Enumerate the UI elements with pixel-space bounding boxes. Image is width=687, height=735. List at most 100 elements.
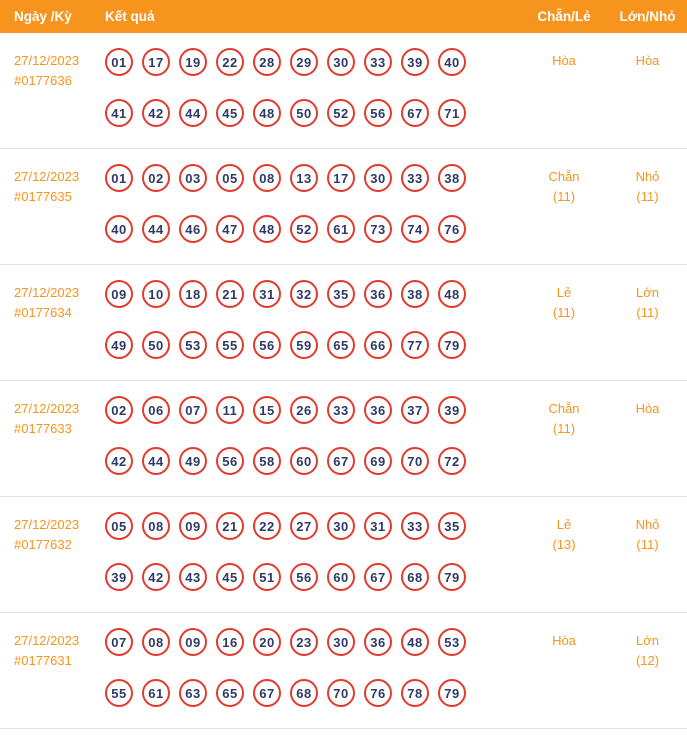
draw-date: 27/12/2023 [14,53,80,68]
evenodd-count: (11) [552,305,576,320]
number-ball: 36 [364,628,392,656]
numbers-line-2: 39 42 43 45 51 56 60 67 68 79 [105,563,520,591]
bigsmall-count: (11) [636,189,659,204]
number-ball: 08 [142,628,170,656]
number-ball: 08 [142,512,170,540]
header-evenodd-column: Chẵn/Lẻ [537,9,591,24]
bigsmall-count: (11) [636,305,659,320]
draw-info-cell: 27/12/2023 #0177632 [0,512,95,591]
number-ball: 41 [105,99,133,127]
number-ball: 70 [327,679,355,707]
draw-id: #0177633 [14,421,72,436]
numbers-cell: 07 08 09 16 20 23 30 36 48 53 55 61 63 6… [95,628,520,707]
number-ball: 42 [142,99,170,127]
draw-info-cell: 27/12/2023 #0177636 [0,48,95,127]
evenodd-cell: Chẵn (11) [520,396,608,475]
number-ball: 56 [290,563,318,591]
number-ball: 59 [290,331,318,359]
number-ball: 33 [401,512,429,540]
number-ball: 37 [401,396,429,424]
number-ball: 35 [438,512,466,540]
number-ball: 02 [105,396,133,424]
number-ball: 48 [253,215,281,243]
bigsmall-count: (12) [635,653,660,668]
number-ball: 45 [216,563,244,591]
number-ball: 61 [327,215,355,243]
number-ball: 28 [253,48,281,76]
number-ball: 21 [216,280,244,308]
number-ball: 73 [364,215,392,243]
number-ball: 23 [290,628,318,656]
number-ball: 30 [327,512,355,540]
number-ball: 20 [253,628,281,656]
draw-date: 27/12/2023 [14,517,80,532]
bigsmall-value: Nhỏ [635,169,660,184]
number-ball: 09 [179,628,207,656]
draw-info-cell: 27/12/2023 #0177634 [0,280,95,359]
number-ball: 79 [438,679,466,707]
numbers-cell: 01 17 19 22 28 29 30 33 39 40 41 42 44 4… [95,48,520,127]
bigsmall-value: Nhỏ [635,517,660,532]
number-ball: 58 [253,447,281,475]
number-ball: 69 [364,447,392,475]
number-ball: 36 [364,396,392,424]
bigsmall-count: (11) [636,537,659,552]
number-ball: 77 [401,331,429,359]
numbers-cell: 05 08 09 21 22 27 30 31 33 35 39 42 43 4… [95,512,520,591]
number-ball: 36 [364,280,392,308]
number-ball: 15 [253,396,281,424]
bigsmall-cell: Hòa [608,396,687,475]
number-ball: 44 [179,99,207,127]
numbers-line-1: 02 06 07 11 15 26 33 36 37 39 [105,396,520,424]
numbers-line-1: 07 08 09 16 20 23 30 36 48 53 [105,628,520,656]
result-row: 27/12/2023 #0177634 09 10 18 21 31 32 35… [0,265,687,381]
number-ball: 02 [142,164,170,192]
result-row: 27/12/2023 #0177635 01 02 03 05 08 13 17… [0,149,687,265]
evenodd-value: Lẻ [556,517,572,532]
number-ball: 16 [216,628,244,656]
numbers-line-2: 42 44 49 56 58 60 67 69 70 72 [105,447,520,475]
number-ball: 22 [253,512,281,540]
draw-date: 27/12/2023 [14,401,80,416]
bigsmall-cell: Hòa [608,48,687,127]
number-ball: 32 [290,280,318,308]
draw-date: 27/12/2023 [14,169,80,184]
number-ball: 68 [290,679,318,707]
number-ball: 67 [364,563,392,591]
number-ball: 49 [105,331,133,359]
number-ball: 56 [216,447,244,475]
number-ball: 09 [179,512,207,540]
number-ball: 39 [401,48,429,76]
draw-id: #0177636 [14,73,72,88]
evenodd-value: Hòa [552,633,576,648]
number-ball: 33 [327,396,355,424]
number-ball: 67 [327,447,355,475]
number-ball: 22 [216,48,244,76]
numbers-line-2: 49 50 53 55 56 59 65 66 77 79 [105,331,520,359]
number-ball: 49 [179,447,207,475]
evenodd-count: (13) [552,537,576,552]
number-ball: 67 [253,679,281,707]
evenodd-count: (11) [552,189,576,204]
number-ball: 66 [364,331,392,359]
number-ball: 60 [290,447,318,475]
number-ball: 50 [142,331,170,359]
number-ball: 78 [401,679,429,707]
number-ball: 10 [142,280,170,308]
evenodd-cell: Hòa [520,48,608,127]
number-ball: 31 [253,280,281,308]
numbers-line-2: 40 44 46 47 48 52 61 73 74 76 [105,215,520,243]
number-ball: 01 [105,48,133,76]
evenodd-cell: Lẻ (11) [520,280,608,359]
numbers-line-2: 55 61 63 65 67 68 70 76 78 79 [105,679,520,707]
number-ball: 05 [216,164,244,192]
number-ball: 53 [179,331,207,359]
numbers-cell: 01 02 03 05 08 13 17 30 33 38 40 44 46 4… [95,164,520,243]
evenodd-cell: Chẵn (11) [520,164,608,243]
number-ball: 70 [401,447,429,475]
number-ball: 40 [438,48,466,76]
number-ball: 50 [290,99,318,127]
number-ball: 47 [216,215,244,243]
evenodd-cell: Lẻ (13) [520,512,608,591]
number-ball: 56 [364,99,392,127]
